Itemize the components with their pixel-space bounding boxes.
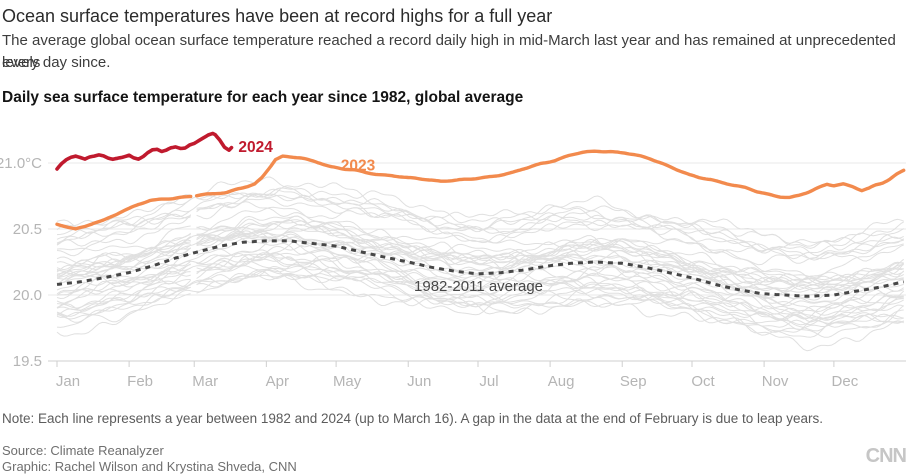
chart-canvas: 21.0°C 20.5 20.0 19.5 Jan Feb Mar Apr May Jun Jul A… [0, 131, 906, 390]
svg-text:2024: 2024 [238, 139, 273, 156]
sea-surface-temperature-chart: 21.0°C 20.5 20.0 19.5 Jan Feb Mar Apr May Jun Jul A… [0, 118, 910, 396]
chart-title: Daily sea surface temperature for each y… [2, 89, 524, 106]
page-subtitle-line-2: every day since. [2, 54, 111, 71]
page-subtitle-line-1: The average global ocean surface tempera… [2, 32, 896, 71]
svg-text:Dec: Dec [832, 373, 859, 390]
svg-text:Aug: Aug [548, 373, 575, 390]
svg-text:Nov: Nov [762, 373, 789, 390]
svg-text:Sep: Sep [620, 373, 647, 390]
page-title: Ocean surface temperatures have been at … [2, 6, 553, 26]
svg-text:Oct: Oct [691, 373, 715, 390]
svg-text:Feb: Feb [127, 373, 153, 390]
svg-text:Jul: Jul [479, 373, 498, 390]
svg-text:21.0°C: 21.0°C [0, 155, 42, 172]
svg-text:Mar: Mar [192, 373, 218, 390]
svg-text:20.5: 20.5 [13, 221, 42, 238]
svg-text:2023: 2023 [341, 158, 376, 175]
cnn-logo: CNN [865, 445, 907, 467]
svg-text:Apr: Apr [266, 373, 289, 390]
svg-text:Jun: Jun [407, 373, 431, 390]
source-credit: Source: Climate Reanalyzer [2, 443, 164, 458]
svg-text:1982-2011 average: 1982-2011 average [414, 278, 543, 295]
svg-text:May: May [333, 373, 362, 390]
chart-note: Note: Each line represents a year betwee… [2, 411, 824, 426]
svg-text:20.0: 20.0 [13, 287, 42, 304]
svg-text:Jan: Jan [56, 373, 80, 390]
graphic-credit: Graphic: Rachel Wilson and Krystina Shve… [2, 459, 297, 474]
svg-text:19.5: 19.5 [13, 353, 42, 370]
